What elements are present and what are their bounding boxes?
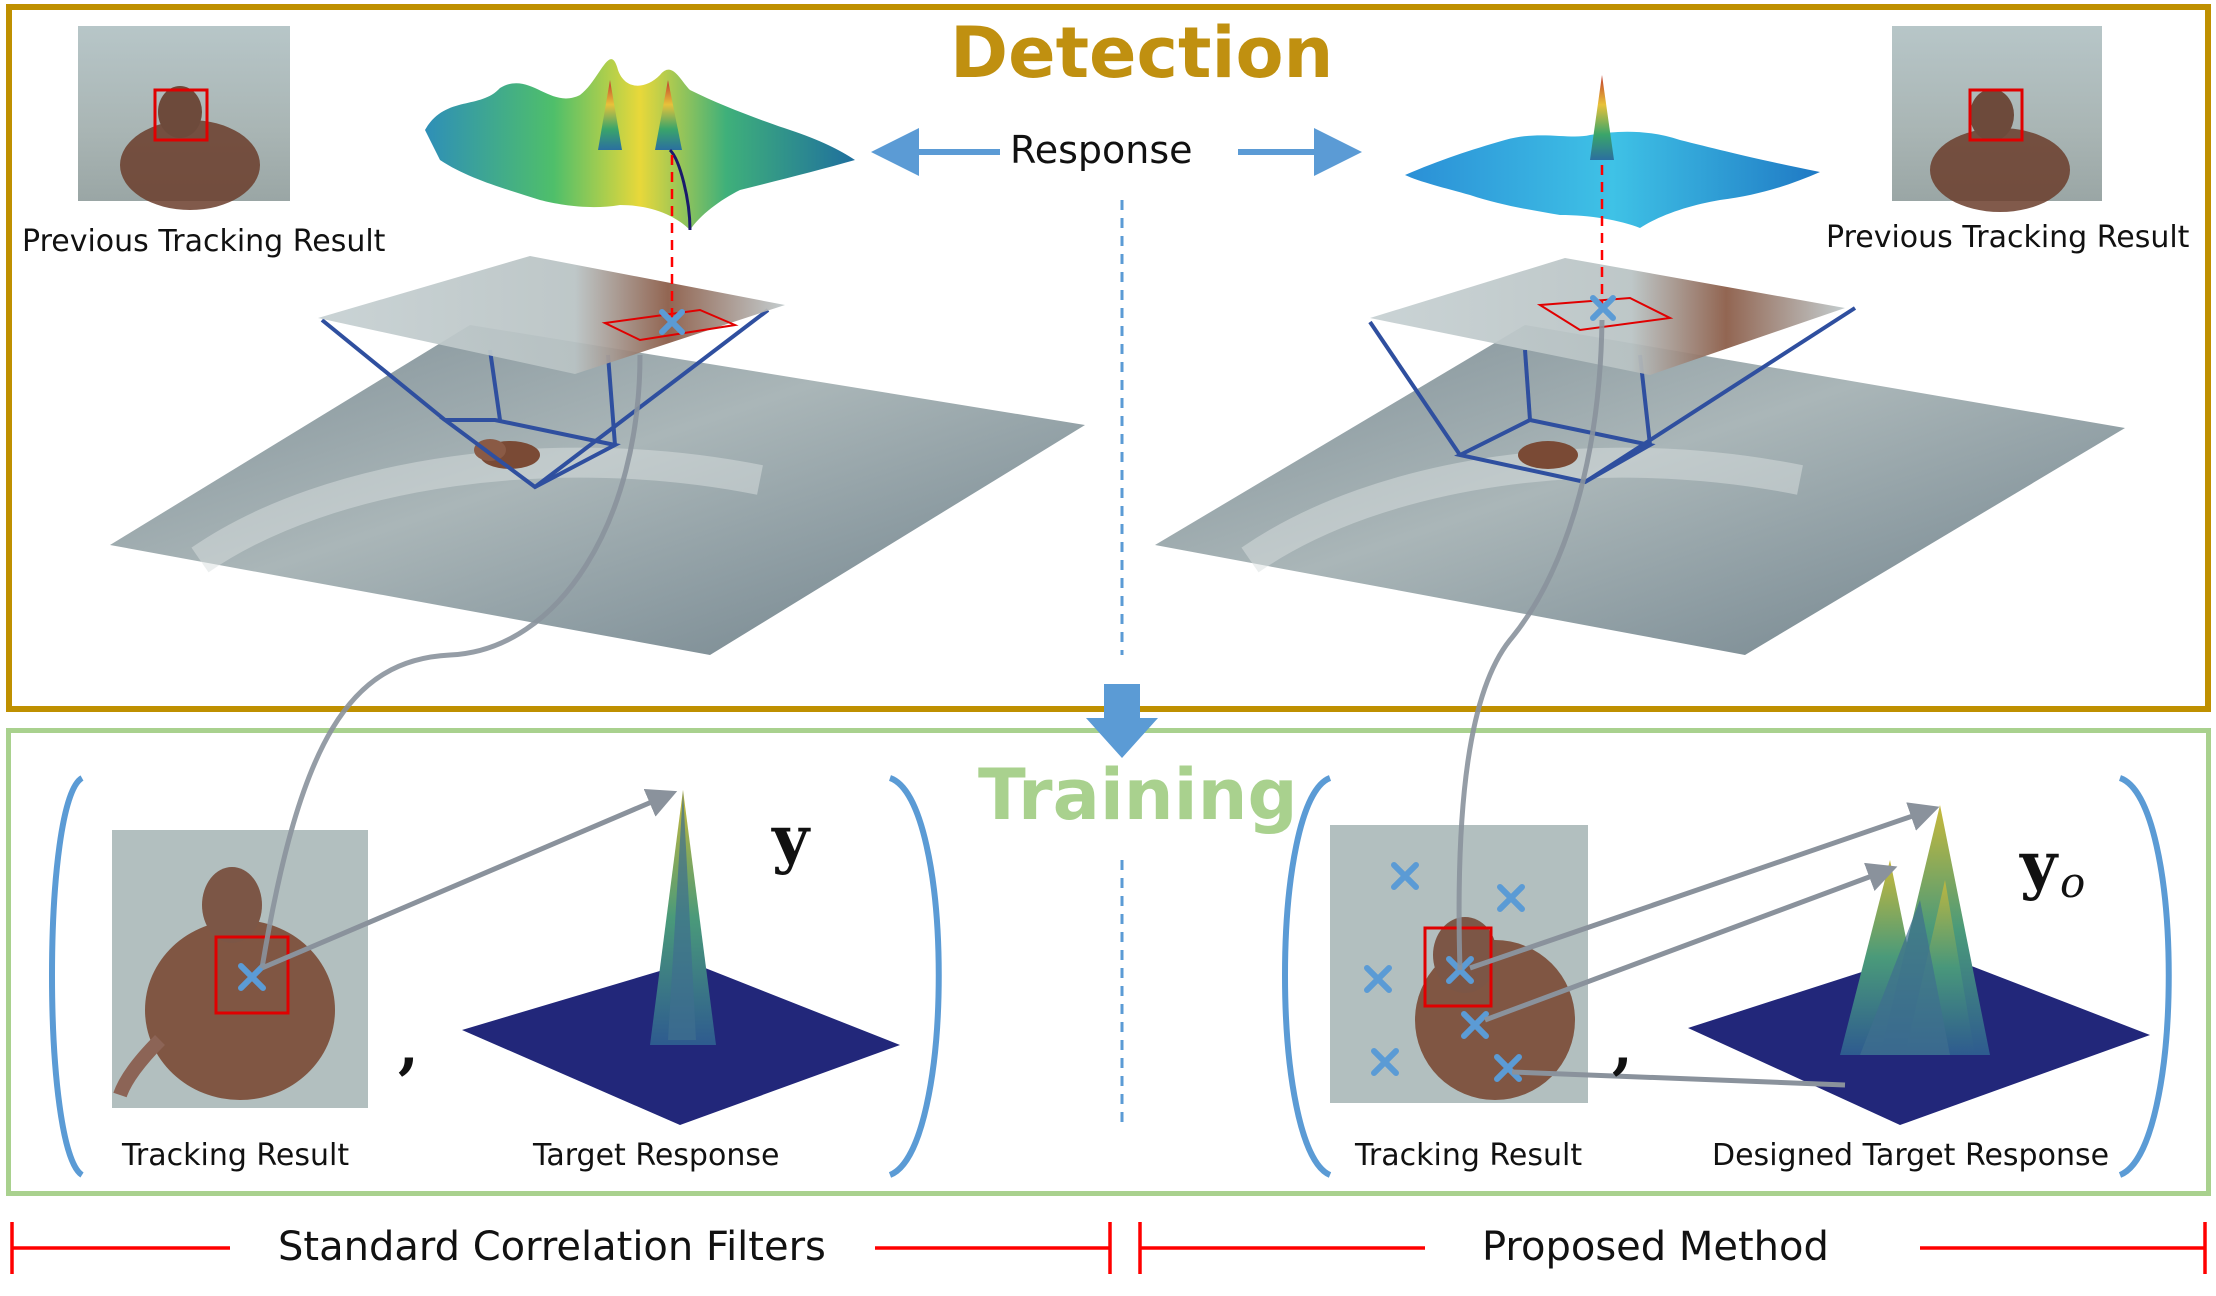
bracket-left-open	[49, 775, 85, 1178]
frame-plate-right	[1155, 325, 2125, 655]
target-response-plot	[462, 790, 900, 1125]
tracking-result-right-label: Tracking Result	[1355, 1138, 1583, 1173]
sample-points-right	[1364, 862, 1525, 1082]
search-frustum-right	[1368, 306, 1857, 485]
previous-tracking-result-right: Previous Tracking Result	[1826, 220, 2190, 255]
detection-title: Detection	[950, 12, 1334, 94]
designed-response-plot	[1688, 805, 2150, 1125]
cross-icon	[1391, 862, 1419, 890]
bracket-right-open	[1282, 775, 1332, 1178]
cross-icon	[1590, 295, 1616, 321]
tuple-comma-right: ,	[1612, 1012, 1633, 1082]
cross-icon	[1497, 884, 1525, 912]
connector-curve-right	[1456, 319, 1605, 971]
designed-target-response-label: Designed Target Response	[1712, 1138, 2110, 1173]
map-arrow-right-3	[1511, 1069, 1846, 1088]
scale-line-left	[10, 1222, 1112, 1274]
target-symbol-y: y	[772, 802, 810, 877]
designed-symbol-y: y	[2020, 828, 2058, 903]
feature-patch-left	[318, 256, 785, 374]
map-arrow-right-1	[1469, 802, 1940, 971]
thumbnail-right-previous	[1892, 26, 2102, 212]
cross-icon	[1494, 1054, 1522, 1082]
designed-symbol-subscript: o	[2060, 858, 2086, 907]
cross-icon	[1364, 965, 1392, 993]
training-title: Training	[978, 754, 1298, 836]
bracket-left-close	[888, 775, 942, 1178]
bracket-right-close	[2118, 775, 2172, 1178]
previous-tracking-result-left: Previous Tracking Result	[22, 224, 386, 259]
cross-icon	[1461, 1011, 1489, 1039]
cross-icon	[1371, 1048, 1399, 1076]
scale-line-right	[1138, 1222, 2207, 1274]
thumbnail-left-previous	[78, 26, 290, 210]
target-response-label: Target Response	[533, 1138, 780, 1173]
tracking-result-left-label: Tracking Result	[122, 1138, 350, 1173]
response-label: Response	[1010, 128, 1193, 172]
frame-plate-left	[110, 325, 1085, 655]
tuple-comma-left: ,	[398, 1012, 419, 1082]
map-arrow-right-2	[1484, 862, 1898, 1023]
cross-icon	[238, 963, 266, 991]
cross-icon	[659, 309, 685, 335]
search-frustum-left	[320, 308, 770, 490]
connector-curve-left	[259, 354, 643, 969]
footer-standard-correlation-filters: Standard Correlation Filters	[278, 1224, 826, 1270]
map-arrow-left	[261, 789, 678, 971]
response-surface-right	[1405, 75, 1820, 228]
response-surface-left	[425, 59, 855, 231]
down-arrow-icon	[1086, 684, 1158, 758]
footer-proposed-method: Proposed Method	[1482, 1224, 1829, 1270]
